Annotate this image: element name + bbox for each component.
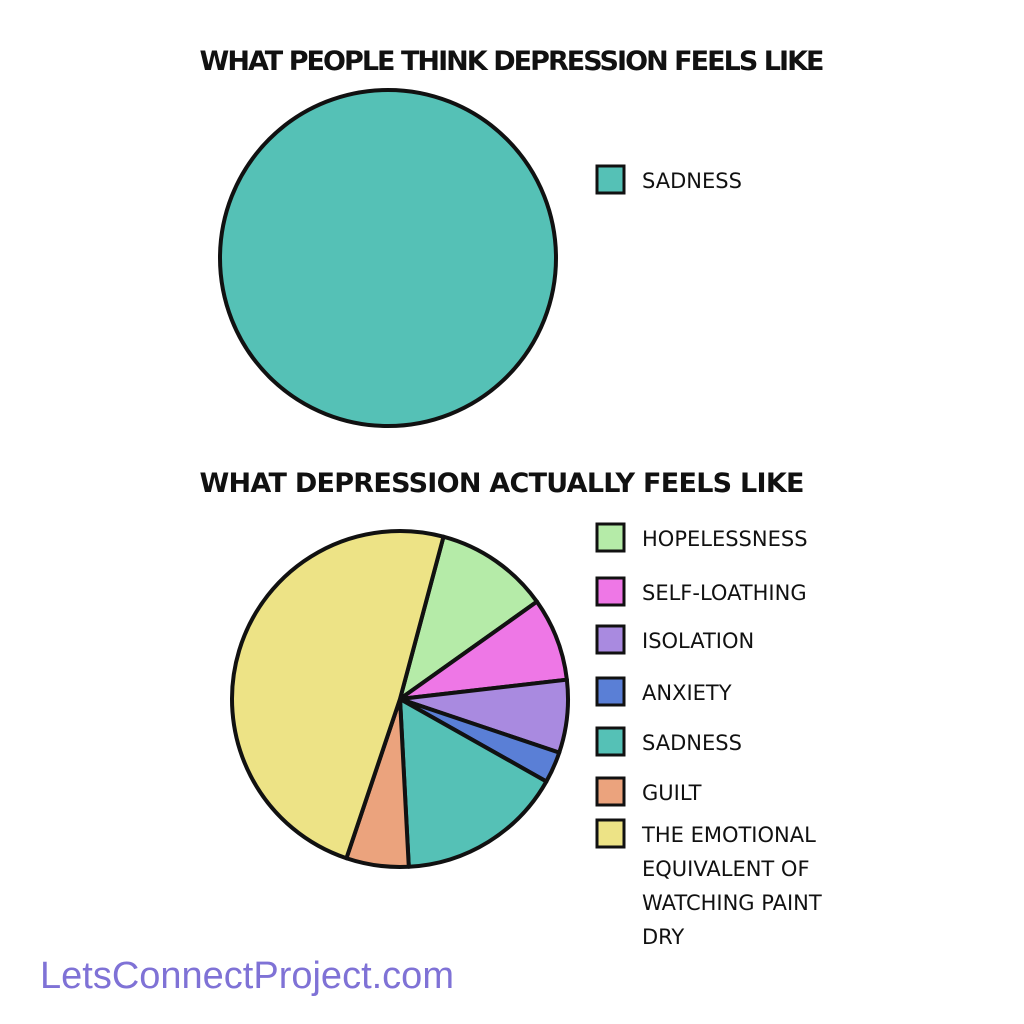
- legend-label: SADNESS: [642, 169, 742, 193]
- legend-swatch: [595, 776, 626, 807]
- chart-title: WHAT PEOPLE THINK DEPRESSION FEELS LIKE: [200, 46, 825, 77]
- legend-label: HOPELESSNESS: [642, 527, 808, 551]
- legend-swatch: [595, 576, 626, 607]
- legend-label: ANXIETY: [642, 681, 732, 705]
- legend-label: GUILT: [642, 781, 702, 805]
- legend-label: THE EMOTIONAL EQUIVALENT OF WATCHING PAINT…: [641, 823, 822, 949]
- legend-label: SADNESS: [642, 731, 742, 755]
- chart-title: WHAT DEPRESSION ACTUALLY FEELS LIKE: [200, 468, 805, 499]
- legend-label: SELF-LOATHING: [642, 581, 807, 605]
- legend-swatch: [595, 624, 626, 655]
- legend-label: ISOLATION: [642, 629, 754, 653]
- legend-swatch: [595, 726, 626, 757]
- pie-slice: [398, 697, 549, 869]
- legend-swatch: [595, 676, 626, 707]
- legend-swatch: [595, 522, 626, 553]
- pie-slice: [218, 88, 558, 428]
- legend-swatch: [595, 164, 626, 195]
- pie-slice: [230, 529, 446, 861]
- legend-swatch: [595, 818, 626, 849]
- footer-url: LetsConnectProject.com: [40, 955, 454, 997]
